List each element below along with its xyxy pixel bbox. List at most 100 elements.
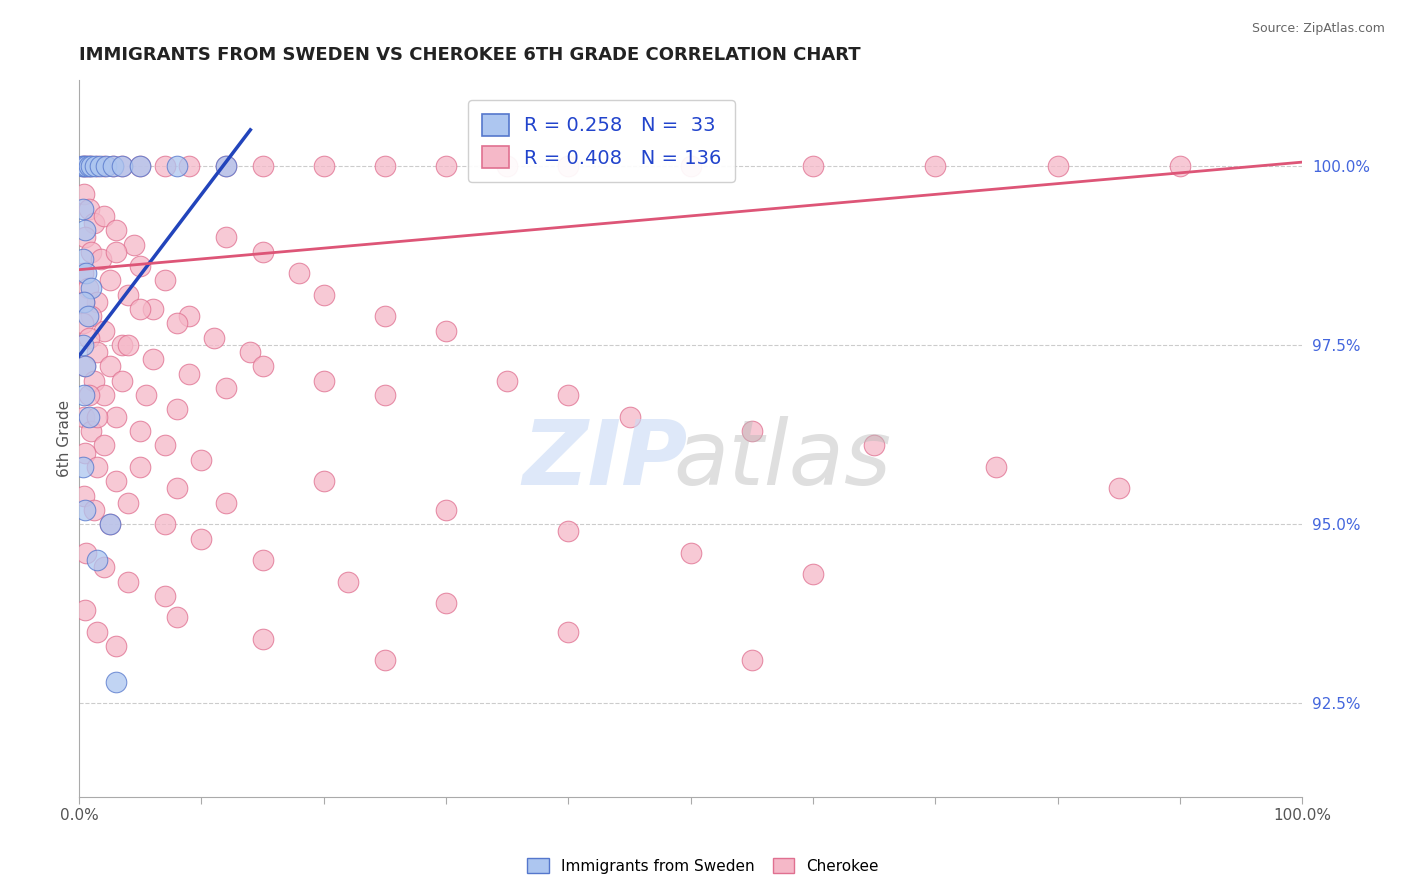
Point: [103, 159, 125, 173]
Point: [741, 424, 763, 438]
Point: [93, 324, 115, 338]
Point: [104, 675, 127, 690]
Point: [374, 159, 396, 173]
Point: [98, 517, 121, 532]
Point: [93, 209, 115, 223]
Point: [104, 639, 127, 653]
Point: [86, 553, 108, 567]
Point: [111, 159, 134, 173]
Point: [312, 474, 335, 488]
Point: [104, 223, 127, 237]
Point: [90, 252, 112, 266]
Point: [434, 159, 457, 173]
Point: [75, 230, 97, 244]
Point: [77, 159, 100, 173]
Point: [77, 331, 100, 345]
Point: [80, 424, 103, 438]
Point: [117, 496, 139, 510]
Point: [117, 338, 139, 352]
Text: atlas: atlas: [673, 416, 891, 504]
Point: [374, 310, 396, 324]
Point: [129, 159, 152, 173]
Point: [75, 359, 97, 374]
Point: [434, 503, 457, 517]
Point: [1046, 159, 1069, 173]
Point: [77, 409, 100, 424]
Point: [72, 317, 94, 331]
Point: [111, 159, 134, 173]
Point: [129, 302, 152, 317]
Point: [122, 237, 145, 252]
Point: [76, 310, 98, 324]
Point: [98, 359, 121, 374]
Point: [215, 381, 238, 395]
Point: [801, 567, 824, 582]
Point: [801, 159, 824, 173]
Point: [73, 187, 96, 202]
Point: [94, 159, 117, 173]
Point: [104, 409, 127, 424]
Point: [496, 374, 519, 388]
Point: [75, 359, 97, 374]
Point: [153, 517, 176, 532]
Point: [84, 159, 107, 173]
Point: [111, 374, 134, 388]
Point: [80, 244, 103, 259]
Point: [77, 202, 100, 216]
Point: [75, 159, 97, 173]
Point: [215, 496, 238, 510]
Point: [374, 653, 396, 667]
Point: [986, 459, 1008, 474]
Point: [86, 409, 108, 424]
Point: [72, 202, 94, 216]
Point: [75, 223, 97, 237]
Point: [75, 546, 97, 560]
Point: [166, 481, 188, 495]
Y-axis label: 6th Grade: 6th Grade: [58, 400, 72, 476]
Point: [434, 596, 457, 610]
Point: [89, 159, 111, 173]
Point: [129, 259, 152, 273]
Point: [80, 159, 103, 173]
Point: [104, 244, 127, 259]
Point: [73, 409, 96, 424]
Point: [129, 159, 152, 173]
Point: [77, 388, 100, 402]
Point: [80, 310, 103, 324]
Point: [73, 294, 96, 309]
Point: [153, 159, 176, 173]
Point: [86, 159, 108, 173]
Point: [557, 388, 579, 402]
Text: ZIP: ZIP: [523, 416, 688, 504]
Point: [75, 159, 97, 173]
Point: [166, 402, 188, 417]
Point: [72, 459, 94, 474]
Point: [153, 589, 176, 603]
Point: [86, 624, 108, 639]
Point: [75, 266, 97, 280]
Point: [111, 338, 134, 352]
Point: [80, 159, 103, 173]
Point: [117, 287, 139, 301]
Point: [70, 159, 93, 173]
Point: [86, 459, 108, 474]
Point: [103, 159, 125, 173]
Point: [98, 273, 121, 287]
Point: [166, 610, 188, 624]
Point: [129, 424, 152, 438]
Point: [190, 532, 212, 546]
Point: [679, 159, 702, 173]
Point: [557, 624, 579, 639]
Point: [73, 489, 96, 503]
Point: [72, 338, 94, 352]
Point: [252, 159, 274, 173]
Point: [288, 266, 311, 280]
Point: [179, 310, 201, 324]
Point: [239, 345, 262, 359]
Point: [135, 388, 157, 402]
Point: [312, 374, 335, 388]
Point: [252, 553, 274, 567]
Text: IMMIGRANTS FROM SWEDEN VS CHEROKEE 6TH GRADE CORRELATION CHART: IMMIGRANTS FROM SWEDEN VS CHEROKEE 6TH G…: [79, 46, 860, 64]
Point: [93, 560, 115, 574]
Point: [924, 159, 946, 173]
